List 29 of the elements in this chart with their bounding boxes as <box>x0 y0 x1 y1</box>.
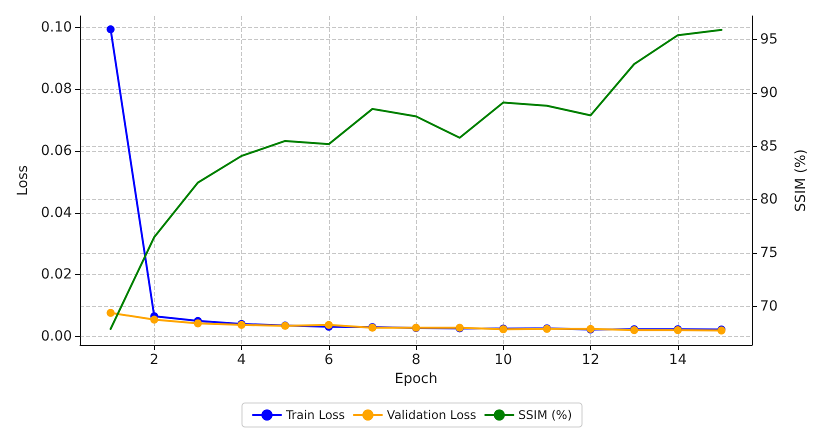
y-axis-title: Loss <box>15 165 31 196</box>
y2-tick-label: 75 <box>760 245 778 262</box>
x-tick-label: 2 <box>150 352 159 368</box>
point <box>106 25 115 34</box>
x-tick-label: 10 <box>494 352 512 368</box>
x-tick-label: 6 <box>324 352 334 368</box>
y-tick-label: 0.08 <box>40 81 72 98</box>
point <box>106 308 115 317</box>
x-axis-title: Epoch <box>394 370 438 387</box>
point <box>150 316 158 324</box>
point <box>194 319 202 328</box>
x-tick-label: 8 <box>412 352 420 368</box>
y-tick-label: 0.02 <box>40 266 72 283</box>
x-tick-label: 14 <box>668 352 687 368</box>
y2-axis-title: SSIM (%) <box>793 149 809 212</box>
legend-label: Validation Loss <box>386 408 476 422</box>
y-tick-label: 0.04 <box>40 204 72 221</box>
y-tick-label: 0.10 <box>40 19 72 36</box>
legend-label: Train Loss <box>284 408 345 422</box>
y2-tick-label: 80 <box>760 192 778 208</box>
legend-label: SSIM (%) <box>518 408 572 422</box>
y2-tick-label: 70 <box>760 298 778 315</box>
y-tick-label: 0.06 <box>40 143 72 159</box>
x-tick-label: 12 <box>582 352 600 368</box>
x-tick-label: 4 <box>237 352 246 368</box>
y2-tick-label: 85 <box>760 138 778 154</box>
y2-tick-label: 95 <box>760 32 778 48</box>
y-tick-label: 0.00 <box>40 328 72 344</box>
y2-tick-label: 90 <box>760 84 778 101</box>
